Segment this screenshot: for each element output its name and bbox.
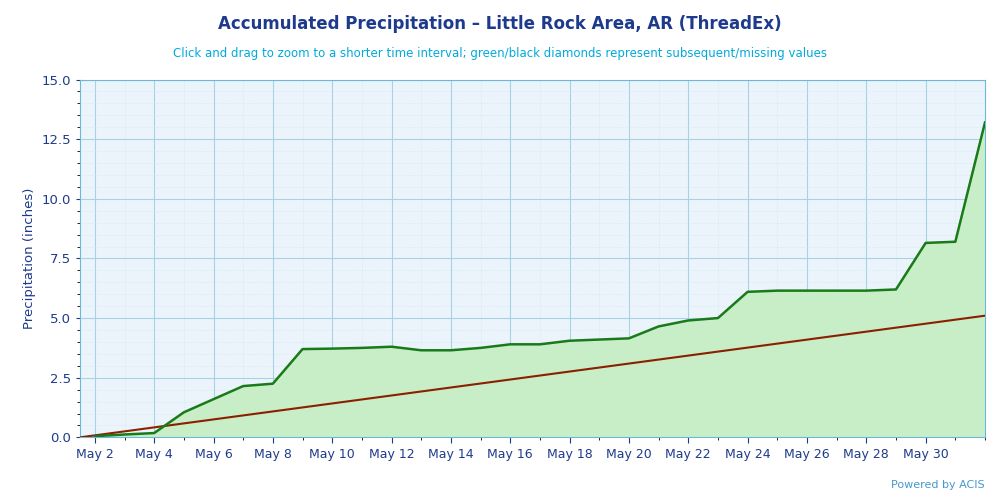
Text: Powered by ACIS: Powered by ACIS [891, 480, 985, 490]
Text: Accumulated Precipitation – Little Rock Area, AR (ThreadEx): Accumulated Precipitation – Little Rock … [218, 15, 782, 33]
Y-axis label: Precipitation (inches): Precipitation (inches) [23, 188, 36, 329]
Text: Click and drag to zoom to a shorter time interval; green/black diamonds represen: Click and drag to zoom to a shorter time… [173, 47, 827, 60]
